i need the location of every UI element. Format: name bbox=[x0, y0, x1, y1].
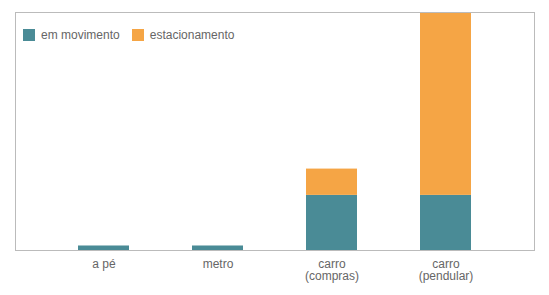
svg-text:carro(compras): carro(compras) bbox=[305, 257, 359, 283]
html-text:estacionamento: estacionamento bbox=[149, 27, 235, 42]
svg-text:carro(pendular): carro(pendular) bbox=[419, 257, 474, 283]
svg-text:metro: metro bbox=[203, 257, 234, 271]
svg-text:a pé: a pé bbox=[92, 257, 116, 271]
html-text:em movimento: em movimento bbox=[41, 27, 120, 42]
